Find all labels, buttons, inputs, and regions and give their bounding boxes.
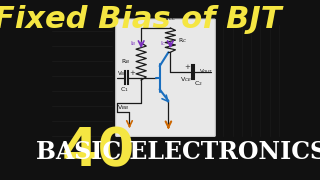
Text: I$_B$: I$_B$ — [130, 39, 136, 48]
Text: V$_{CC}$: V$_{CC}$ — [164, 14, 177, 23]
Text: +: + — [130, 70, 135, 76]
Text: C$_1$: C$_1$ — [120, 85, 129, 94]
Text: +: + — [184, 64, 190, 70]
FancyBboxPatch shape — [116, 19, 215, 136]
Text: BASIC ELECTRONICS: BASIC ELECTRONICS — [36, 140, 320, 164]
Text: 40: 40 — [61, 126, 134, 178]
Text: Fixed Bias of BJT: Fixed Bias of BJT — [0, 5, 282, 34]
Text: I$_C$: I$_C$ — [159, 39, 166, 48]
Text: R$_B$: R$_B$ — [121, 57, 131, 66]
Text: V$_{IN}$: V$_{IN}$ — [117, 69, 127, 78]
Bar — [52, 138, 284, 165]
Text: R$_C$: R$_C$ — [178, 36, 188, 45]
Text: V$_{BB}$: V$_{BB}$ — [117, 103, 129, 112]
Text: C$_2$: C$_2$ — [194, 79, 203, 88]
Text: V$_{CE}$: V$_{CE}$ — [180, 76, 192, 84]
Text: V$_{OUT}$: V$_{OUT}$ — [199, 68, 213, 76]
